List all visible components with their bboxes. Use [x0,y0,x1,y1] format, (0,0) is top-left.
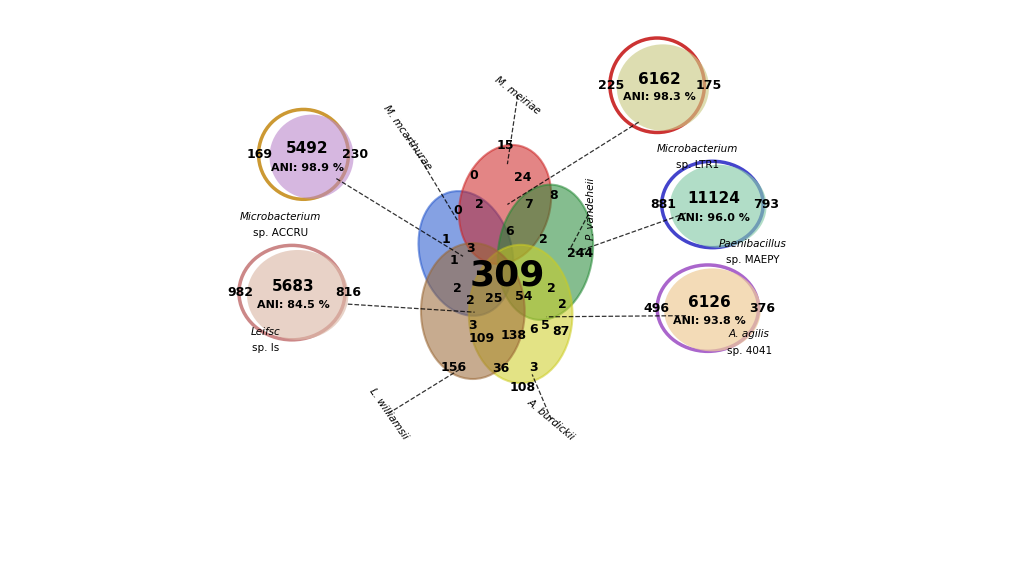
Ellipse shape [269,115,353,199]
Text: 5683: 5683 [271,279,314,294]
Text: 5: 5 [541,319,550,332]
Text: 2: 2 [475,198,484,211]
Text: 3: 3 [529,361,539,374]
Text: 1: 1 [450,254,459,267]
Text: 6: 6 [529,323,539,336]
Text: 309: 309 [470,258,545,293]
Text: 175: 175 [696,79,722,92]
Text: ANI: 96.0 %: ANI: 96.0 % [677,213,750,223]
Text: 881: 881 [650,198,676,211]
Text: 7: 7 [523,198,532,211]
Text: 816: 816 [335,286,360,299]
Ellipse shape [616,44,709,131]
Text: 11124: 11124 [687,191,740,206]
Ellipse shape [670,165,767,248]
Text: M. mcarthurae: M. mcarthurae [381,103,433,171]
Text: 225: 225 [598,79,625,92]
Text: ANI: 84.5 %: ANI: 84.5 % [257,300,330,310]
Text: 0: 0 [453,204,462,217]
Text: sp. MAEPY: sp. MAEPY [726,255,779,265]
Text: 15: 15 [497,139,514,151]
Text: 244: 244 [567,247,593,260]
Text: 3: 3 [469,319,477,332]
Text: 793: 793 [754,198,779,211]
Text: 25: 25 [484,292,503,305]
Text: 54: 54 [515,290,532,303]
Text: 2: 2 [558,298,567,310]
Text: 138: 138 [500,329,526,342]
Text: 6162: 6162 [638,72,680,87]
Text: 2: 2 [540,233,548,245]
Text: 2: 2 [453,282,462,294]
Text: 376: 376 [750,302,775,314]
Text: 108: 108 [509,381,536,393]
Text: Paenibacillus: Paenibacillus [719,239,786,249]
Text: 5492: 5492 [286,141,329,156]
Text: sp. ACCRU: sp. ACCRU [253,228,308,238]
Text: 169: 169 [247,148,272,161]
Text: Microbacterium: Microbacterium [656,144,738,154]
Text: 2: 2 [547,282,556,294]
Text: 1: 1 [441,233,451,245]
Text: 6126: 6126 [688,295,730,310]
Text: 36: 36 [492,362,509,375]
Text: A. agilis: A. agilis [729,329,770,339]
Text: Leifsc: Leifsc [251,327,281,337]
Text: 2: 2 [466,294,475,307]
Text: Microbacterium: Microbacterium [240,212,322,222]
Ellipse shape [419,191,513,316]
Ellipse shape [664,268,761,351]
Text: 156: 156 [440,361,466,374]
Text: sp. LTR1: sp. LTR1 [676,160,719,170]
Text: 109: 109 [469,332,496,345]
Text: sp. 4041: sp. 4041 [727,346,772,355]
Text: A. burdickii: A. burdickii [525,397,577,442]
Text: 982: 982 [227,286,253,299]
Text: L. williamsii: L. williamsii [367,386,410,441]
Ellipse shape [421,243,524,379]
Text: P. vandeheii: P. vandeheii [587,177,597,240]
Text: M. meiriae: M. meiriae [494,74,543,116]
Ellipse shape [459,145,551,264]
Text: 496: 496 [643,302,669,314]
Text: ANI: 93.8 %: ANI: 93.8 % [673,316,745,327]
Text: 6: 6 [506,225,514,238]
Text: 24: 24 [514,171,531,184]
Ellipse shape [247,250,348,340]
Text: 230: 230 [342,148,369,161]
Ellipse shape [498,185,593,320]
Text: sp. ls: sp. ls [252,343,280,353]
Text: 8: 8 [549,190,558,202]
Text: 87: 87 [552,325,569,338]
Text: ANI: 98.3 %: ANI: 98.3 % [623,92,695,102]
Text: 0: 0 [470,169,478,182]
Text: 3: 3 [466,242,475,255]
Text: ANI: 98.9 %: ANI: 98.9 % [271,163,344,173]
Ellipse shape [469,245,572,383]
